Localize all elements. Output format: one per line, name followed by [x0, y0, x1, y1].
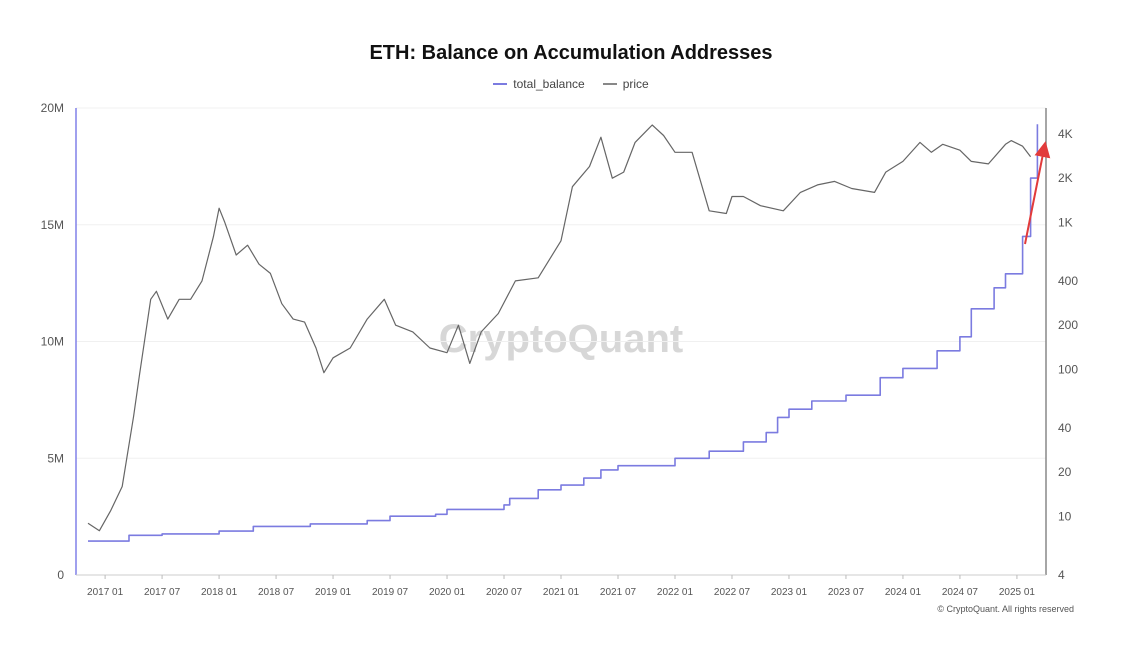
x-tick-label: 2024 07 — [942, 587, 979, 598]
x-tick-label: 2020 07 — [486, 587, 523, 598]
x-tick-label: 2024 01 — [885, 587, 922, 598]
x-tick-label: 2018 01 — [201, 587, 238, 598]
x-tick-label: 2025 01 — [999, 587, 1036, 598]
x-tick-label: 2023 07 — [828, 587, 865, 598]
y-right-tick-label: 4 — [1058, 568, 1065, 582]
legend-swatch-price — [602, 83, 617, 85]
y-right-tick-label: 10 — [1058, 509, 1072, 523]
trend-arrow — [1024, 141, 1051, 245]
legend-item-price[interactable]: price — [602, 77, 649, 91]
y-right-tick-label: 400 — [1058, 274, 1078, 288]
y-right-tick-label: 2K — [1058, 171, 1073, 185]
y-left-tick-label: 20M — [41, 101, 64, 115]
y-left-tick-label: 0 — [57, 568, 64, 582]
y-right-tick-label: 1K — [1058, 215, 1073, 229]
x-tick-label: 2021 01 — [543, 587, 580, 598]
x-tick-label: 2022 07 — [714, 587, 751, 598]
y-right-tick-label: 100 — [1058, 362, 1078, 376]
y-right-tick-label: 20 — [1058, 465, 1072, 479]
y-left-tick-label: 15M — [41, 218, 64, 232]
y-right-tick-label: 200 — [1058, 318, 1078, 332]
y-left-tick-label: 10M — [41, 335, 64, 349]
x-tick-label: 2017 07 — [144, 587, 181, 598]
copyright-text: © CryptoQuant. All rights reserved — [937, 604, 1074, 614]
chart-legend: total_balance price — [0, 77, 1142, 91]
x-tick-label: 2021 07 — [600, 587, 637, 598]
y-left-tick-label: 5M — [47, 451, 64, 465]
y-right-tick-label: 4K — [1058, 127, 1073, 141]
y-right-tick-label: 40 — [1058, 421, 1072, 435]
x-tick-label: 2019 01 — [315, 587, 352, 598]
x-tick-label: 2018 07 — [258, 587, 295, 598]
x-tick-label: 2017 01 — [87, 587, 124, 598]
legend-label-price: price — [622, 77, 649, 91]
legend-swatch-total-balance — [493, 83, 508, 85]
legend-label-total-balance: total_balance — [513, 77, 585, 91]
x-tick-label: 2019 07 — [372, 587, 409, 598]
series-line-total-balance — [88, 124, 1039, 542]
chart-title: ETH: Balance on Accumulation Addresses — [369, 42, 773, 64]
series-line-price — [87, 124, 1032, 532]
x-tick-label: 2022 01 — [657, 587, 694, 598]
x-tick-label: 2023 01 — [771, 587, 808, 598]
x-tick-label: 2020 01 — [429, 587, 466, 598]
watermark-text: CryptoQuant — [439, 317, 683, 361]
legend-item-total-balance[interactable]: total_balance — [493, 77, 585, 91]
